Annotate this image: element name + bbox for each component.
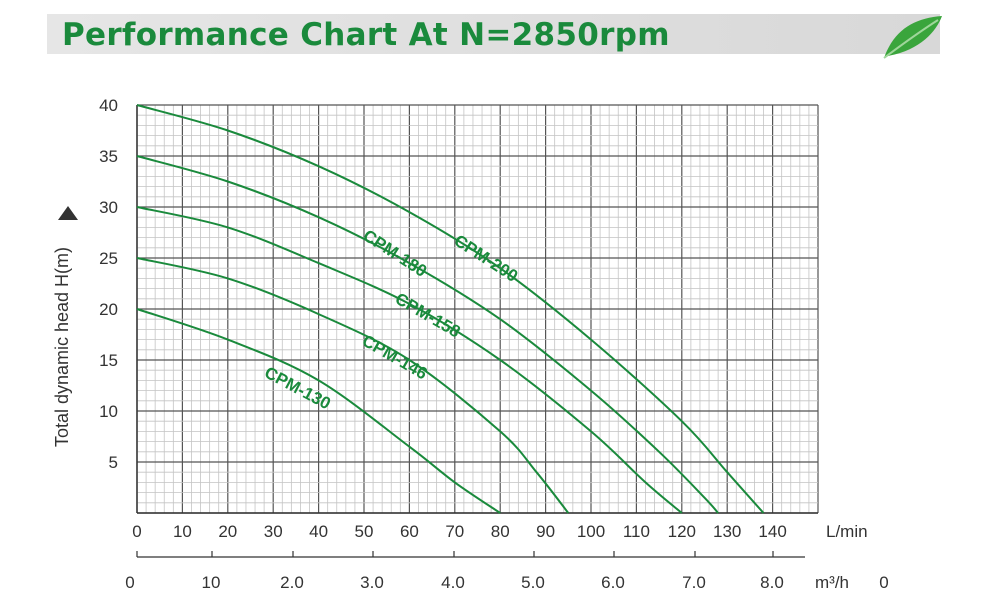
y-tick-label: 35 [99, 147, 118, 166]
x2-tick-label: 7.0 [682, 573, 706, 592]
y-axis-label: Total dynamic head H(m) [52, 247, 72, 447]
x2-tick-label: 6.0 [601, 573, 625, 592]
x-tick-label: 120 [668, 522, 696, 541]
series-line [136, 308, 501, 514]
x2-axis-label: m³/h [815, 573, 849, 592]
x2-tick-label: 4.0 [441, 573, 465, 592]
up-arrow-icon [58, 206, 78, 220]
y-tick-label: 20 [99, 300, 118, 319]
series-line [136, 206, 683, 514]
x-tick-label: 90 [536, 522, 555, 541]
x-axis-label: L/min [826, 522, 868, 541]
x-tick-label: 110 [623, 522, 650, 541]
x-tick-label: 40 [309, 522, 328, 541]
y-tick-label: 10 [99, 402, 118, 421]
x2-tick-label: 8.0 [760, 573, 784, 592]
x-tick-label: 60 [400, 522, 419, 541]
title-bar [47, 14, 940, 54]
x-tick-label: 20 [218, 522, 237, 541]
y-tick-label: 30 [99, 198, 118, 217]
x2-tick-label: 5.0 [521, 573, 545, 592]
series-label: CPM-180 [360, 226, 431, 281]
series-line [136, 155, 719, 514]
x-tick-label: 70 [445, 522, 464, 541]
x-tick-label: 0 [132, 522, 141, 541]
x-tick-label: 100 [577, 522, 605, 541]
x-tick-label: 140 [758, 522, 786, 541]
x2-tick-label: 0 [125, 573, 134, 592]
x-tick-label: 30 [264, 522, 283, 541]
grid [136, 104, 819, 514]
series-label: CPM-146 [359, 331, 431, 383]
series-line [136, 257, 570, 514]
x2-tick-label: 10 [202, 573, 221, 592]
y-tick-label: 5 [109, 453, 118, 472]
leaf-icon [883, 16, 942, 59]
series-line [136, 104, 765, 514]
x-tick-label: 130 [713, 522, 741, 541]
y-tick-label: 25 [99, 249, 118, 268]
x2-tick-label: 0 [879, 573, 888, 592]
x2-tick-label: 3.0 [360, 573, 384, 592]
y-tick-label: 40 [99, 96, 118, 115]
x-tick-label: 50 [355, 522, 374, 541]
x2-tick-label: 2.0 [280, 573, 304, 592]
x-tick-label: 10 [173, 522, 192, 541]
x-tick-label: 80 [491, 522, 510, 541]
page-title: Performance Chart At N=2850rpm [62, 17, 670, 53]
y-tick-label: 15 [99, 351, 118, 370]
